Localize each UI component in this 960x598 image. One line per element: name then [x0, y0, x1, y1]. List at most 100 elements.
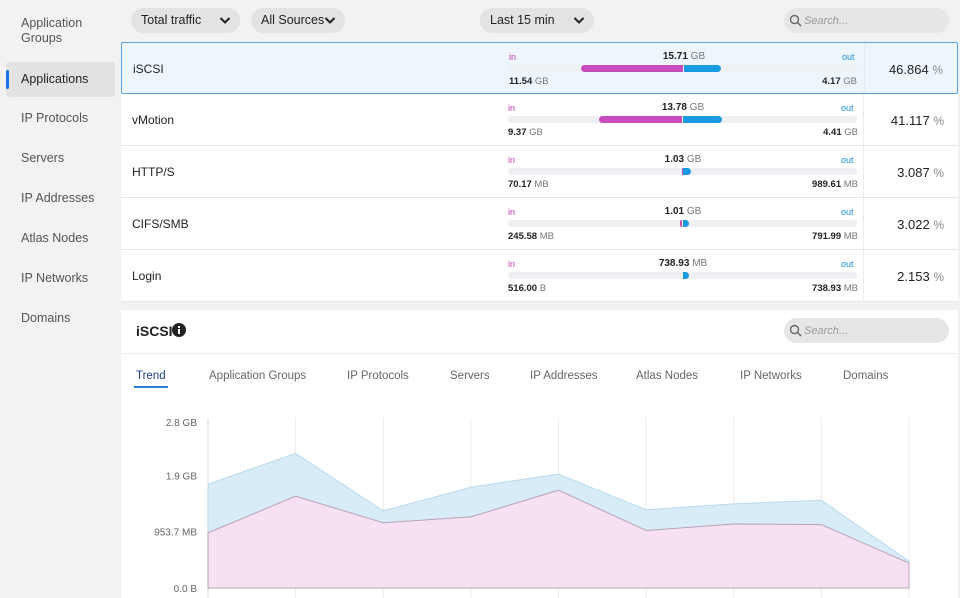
sidebar-item-application-groups[interactable]: Application Groups [6, 16, 115, 46]
table-row[interactable]: iSCSI in 15.71 GB out 11.54 GB 4.17 GB 4… [121, 42, 958, 94]
row-in-value: 11.54 GB [509, 76, 549, 87]
sidebar-item-label: Applications [21, 72, 89, 86]
sidebar-item-atlas-nodes[interactable]: Atlas Nodes [6, 231, 115, 246]
row-in-value: 245.58 MB [508, 231, 554, 242]
in-label: in [508, 207, 516, 217]
traffic-bar-track [508, 168, 857, 175]
area-series-0 [207, 489, 910, 589]
in-label: in [508, 259, 516, 269]
detail-title: iSCSI [136, 323, 173, 339]
traffic-bar-in [681, 168, 683, 175]
y-tick-label: 2.8 GB [166, 418, 197, 429]
tab-trend[interactable]: Trend [134, 370, 168, 388]
tab-ip-networks[interactable]: IP Networks [740, 370, 802, 382]
sources-filter-dropdown[interactable]: All Sources [251, 8, 345, 33]
tab-atlas-nodes[interactable]: Atlas Nodes [636, 370, 699, 382]
search-icon [789, 14, 802, 27]
row-percent: 3.022 % [897, 217, 944, 232]
table-row[interactable]: CIFS/SMB in 1.01 GB out 245.58 MB 791.99… [121, 198, 958, 250]
table-row[interactable]: Login in 738.93 MB out 516.00 B 738.93 M… [121, 250, 958, 302]
traffic-bar-in [599, 116, 683, 123]
table-row[interactable]: HTTP/S in 1.03 GB out 70.17 MB 989.61 MB… [121, 146, 958, 198]
table-row[interactable]: vMotion in 13.78 GB out 9.37 GB 4.41 GB … [121, 94, 958, 146]
row-percent: 2.153 % [897, 269, 944, 284]
traffic-filter-dropdown[interactable]: Total traffic [131, 8, 240, 33]
sidebar: Application Groups Applications IP Proto… [0, 0, 121, 598]
row-total: 1.03 GB [664, 154, 702, 165]
time-range-label: Last 15 min [490, 13, 555, 27]
y-tick-label: 1.9 GB [166, 471, 197, 482]
sidebar-item-label: Servers [21, 151, 65, 165]
traffic-bar-track [509, 65, 858, 72]
applications-table: iSCSI in 15.71 GB out 11.54 GB 4.17 GB 4… [121, 42, 958, 302]
row-out-value: 791.99 MB [812, 231, 858, 242]
traffic-bar-out [683, 65, 721, 72]
sources-filter-label: All Sources [261, 13, 325, 27]
row-name: HTTP/S [132, 165, 175, 179]
divider [863, 94, 864, 145]
in-label: in [509, 52, 517, 62]
row-total: 15.71 GB [662, 51, 706, 62]
sidebar-item-applications[interactable]: Applications [6, 62, 115, 97]
sidebar-item-label: IP Addresses [21, 191, 95, 205]
out-label: out [841, 155, 854, 165]
traffic-bar-out [682, 220, 690, 227]
row-out-value: 989.61 MB [812, 179, 858, 190]
sidebar-item-label: Groups [21, 31, 62, 45]
divider [863, 250, 864, 301]
tab-ip-addresses[interactable]: IP Addresses [530, 370, 598, 382]
sidebar-item-label: Application [21, 16, 83, 30]
traffic-bar-in [680, 220, 683, 227]
divider [121, 353, 958, 354]
sidebar-item-domains[interactable]: Domains [6, 311, 115, 326]
row-out-value: 738.93 MB [812, 283, 858, 294]
top-search [784, 8, 949, 33]
sidebar-item-ip-protocols[interactable]: IP Protocols [6, 111, 115, 126]
detail-search-input[interactable] [804, 318, 944, 343]
out-label: out [842, 52, 855, 62]
tab-ip-protocols[interactable]: IP Protocols [347, 370, 409, 382]
tab-domains[interactable]: Domains [843, 370, 889, 382]
trend-chart: 2.8 GB 1.9 GB 953.7 MB 0.0 B [154, 418, 910, 598]
row-percent: 3.087 % [897, 165, 944, 180]
y-tick-label: 953.7 MB [154, 527, 197, 538]
chevron-down-icon [219, 17, 231, 24]
time-range-dropdown[interactable]: Last 15 min [480, 8, 594, 33]
sidebar-item-label: IP Networks [21, 271, 89, 285]
in-label: in [508, 155, 516, 165]
sidebar-item-label: IP Protocols [21, 111, 89, 125]
row-name: vMotion [132, 113, 175, 127]
divider [864, 43, 865, 93]
traffic-bar-in [580, 65, 684, 72]
row-total: 1.01 GB [664, 206, 702, 217]
detail-search [784, 318, 949, 343]
sidebar-item-label: Domains [21, 311, 71, 325]
chevron-down-icon [324, 17, 336, 24]
row-in-value: 70.17 MB [508, 179, 549, 190]
tab-application-groups[interactable]: Application Groups [209, 370, 307, 382]
sidebar-item-ip-networks[interactable]: IP Networks [6, 271, 115, 286]
divider [863, 198, 864, 249]
row-name: Login [132, 269, 162, 283]
row-total: 13.78 GB [661, 102, 705, 113]
row-out-value: 4.41 GB [823, 127, 858, 138]
y-tick-label: 0.0 B [174, 584, 198, 595]
row-total: 738.93 MB [658, 258, 708, 269]
sidebar-item-servers[interactable]: Servers [6, 151, 115, 166]
chevron-down-icon [573, 17, 585, 24]
sidebar-item-ip-addresses[interactable]: IP Addresses [6, 191, 115, 206]
search-input[interactable] [804, 8, 944, 33]
traffic-bar-track [508, 220, 857, 227]
traffic-bar-out [682, 168, 692, 175]
traffic-filter-label: Total traffic [141, 13, 202, 27]
traffic-bar-track [508, 116, 857, 123]
top-toolbar: Total traffic All Sources Last 15 min [121, 0, 960, 42]
row-in-value: 9.37 GB [508, 127, 543, 138]
row-percent: 46.864 % [888, 62, 943, 77]
tab-servers[interactable]: Servers [450, 370, 490, 382]
info-icon[interactable] [172, 323, 186, 337]
in-label: in [508, 103, 516, 113]
sidebar-item-label: Atlas Nodes [21, 231, 89, 245]
row-out-value: 4.17 GB [822, 76, 857, 87]
traffic-bar-track [508, 272, 857, 279]
